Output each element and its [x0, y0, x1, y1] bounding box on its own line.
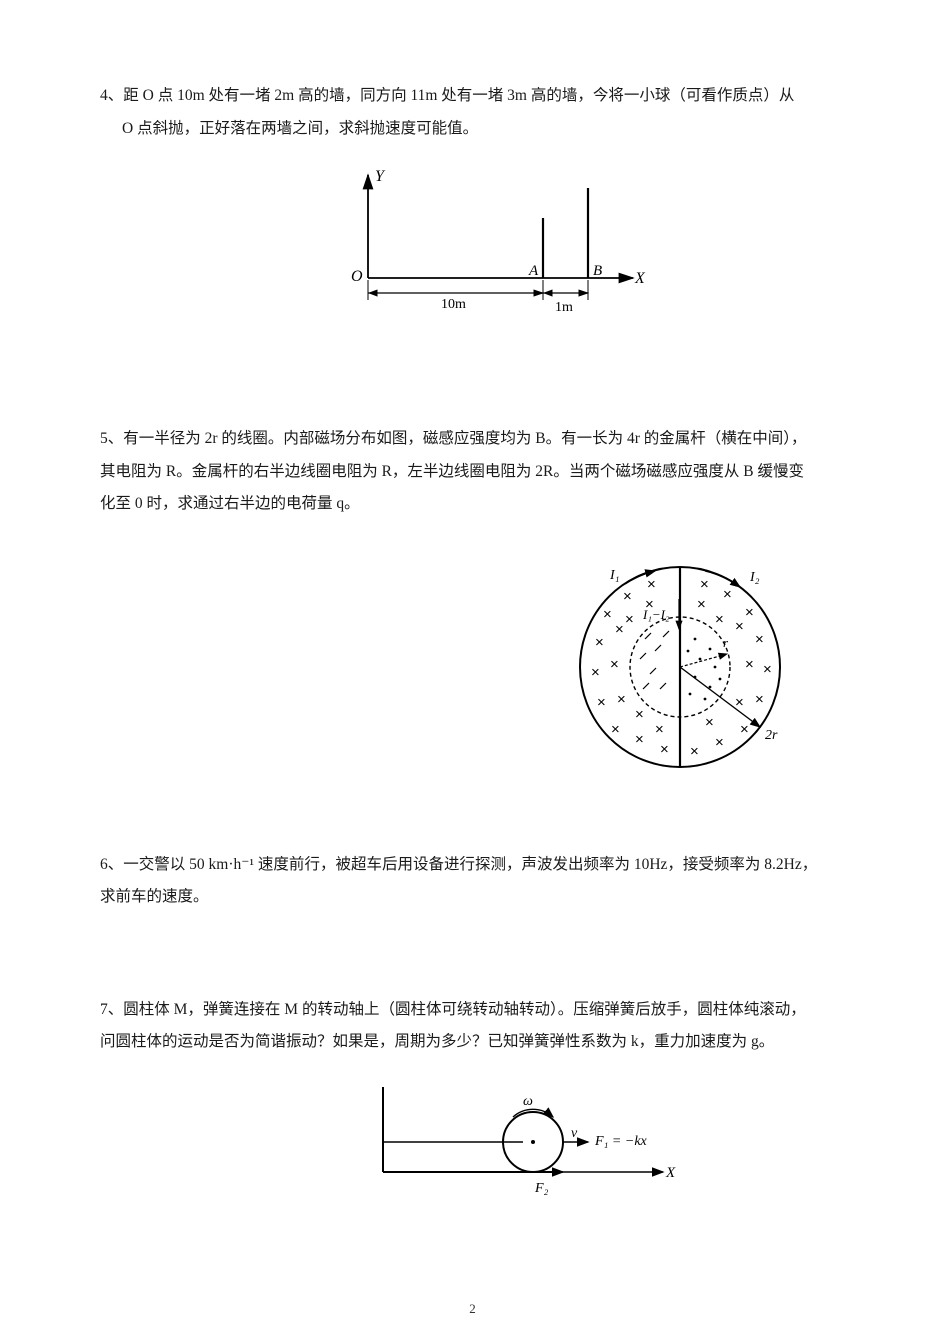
svg-text:×: × [735, 694, 744, 711]
svg-text:×: × [755, 631, 764, 648]
q5-I1-label: I₁ [609, 568, 620, 583]
q4-y-label: Y [375, 168, 386, 185]
svg-text:×: × [705, 714, 714, 731]
svg-text:×: × [715, 611, 724, 628]
q5-line2: 其电阻为 R。金属杆的右半边线圈电阻为 R，左半边线圈电阻为 2R。当两个磁场磁… [100, 456, 865, 489]
svg-text:×: × [763, 661, 772, 678]
svg-text:×: × [755, 691, 764, 708]
q7-figure-wrap: X ω v F₁ = −kx F₂ [100, 1077, 865, 1207]
problem-7-text: 7、圆柱体 M，弹簧连接在 M 的转动轴上（圆柱体可绕转动轴转动）。压缩弹簧后放… [100, 994, 865, 1027]
q4-line1: 距 O 点 10m 处有一堵 2m 高的墙，同方向 11m 处有一堵 3m 高的… [123, 87, 794, 104]
q5-inner-right-field [687, 637, 722, 700]
q7-F1-label: F₁ = −kx [594, 1134, 648, 1149]
q5-figure-wrap: 2r r I₁ I₂ I₁−I₂ ××× ×× ×× ×× [100, 539, 865, 789]
svg-text:×: × [611, 721, 620, 738]
q7-F2-label: F₂ [534, 1181, 549, 1196]
problem-4: 4、距 O 点 10m 处有一堵 2m 高的墙，同方向 11m 处有一堵 3m … [100, 80, 865, 333]
svg-text:×: × [735, 618, 744, 635]
svg-text:×: × [723, 586, 732, 603]
svg-text:×: × [700, 576, 709, 593]
svg-text:×: × [597, 694, 606, 711]
svg-text:×: × [625, 611, 634, 628]
problem-5: 5、有一半径为 2r 的线圈。内部磁场分布如图，磁感应强度均为 B。有一长为 4… [100, 423, 865, 789]
svg-text:×: × [690, 743, 699, 760]
problem-4-text: 4、距 O 点 10m 处有一堵 2m 高的墙，同方向 11m 处有一堵 3m … [100, 80, 865, 113]
q5-line3: 化至 0 时，求通过右半边的电荷量 q。 [100, 488, 865, 521]
svg-text:×: × [655, 721, 664, 738]
svg-text:×: × [623, 588, 632, 605]
problem-5-text: 5、有一半径为 2r 的线圈。内部磁场分布如图，磁感应强度均为 B。有一长为 4… [100, 423, 865, 456]
q4-number: 4、 [100, 87, 123, 104]
q4-origin-label: O [351, 268, 363, 285]
svg-text:×: × [635, 731, 644, 748]
q7-line2: 问圆柱体的运动是否为简谐振动？如果是，周期为多少？已知弹簧弹性系数为 k，重力加… [100, 1026, 865, 1059]
svg-text:×: × [603, 606, 612, 623]
q5-number: 5、 [100, 430, 123, 447]
q5-2r-label: 2r [765, 728, 778, 743]
q6-line1: 一交警以 50 km·h⁻¹ 速度前行，被超车后用设备进行探测，声波发出频率为 … [123, 856, 817, 873]
q4-A-label: A [528, 263, 539, 279]
q7-omega-label: ω [523, 1094, 533, 1109]
svg-text:×: × [595, 634, 604, 651]
svg-text:×: × [740, 721, 749, 738]
problem-6-text: 6、一交警以 50 km·h⁻¹ 速度前行，被超车后用设备进行探测，声波发出频率… [100, 849, 865, 882]
svg-text:×: × [715, 734, 724, 751]
q5-figure: 2r r I₁ I₂ I₁−I₂ ××× ×× ×× ×× [555, 539, 805, 789]
problem-7: 7、圆柱体 M，弹簧连接在 M 的转动轴上（圆柱体可绕转动轴转动）。压缩弹簧后放… [100, 994, 865, 1207]
q7-figure: X ω v F₁ = −kx F₂ [363, 1077, 683, 1207]
q4-dim-1m: 1m [555, 300, 573, 315]
q5-I2-label: I₂ [749, 570, 760, 585]
problem-6: 6、一交警以 50 km·h⁻¹ 速度前行，被超车后用设备进行探测，声波发出频率… [100, 849, 865, 914]
q6-number: 6、 [100, 856, 123, 873]
q7-line1: 圆柱体 M，弹簧连接在 M 的转动轴上（圆柱体可绕转动轴转动）。压缩弹簧后放手，… [123, 1001, 805, 1018]
q4-dim-10m: 10m [441, 297, 466, 312]
svg-text:×: × [645, 596, 654, 613]
q5-r-label: r [723, 635, 729, 650]
q7-v-label: v [571, 1126, 578, 1141]
q4-B-label: B [593, 263, 602, 279]
svg-text:×: × [745, 656, 754, 673]
svg-text:×: × [610, 656, 619, 673]
q4-figure-wrap: O Y X A B 10m 1m [100, 163, 865, 333]
page: 4、距 O 点 10m 处有一堵 2m 高的墙，同方向 11m 处有一堵 3m … [0, 0, 945, 1337]
svg-text:×: × [635, 706, 644, 723]
svg-text:×: × [591, 664, 600, 681]
svg-text:×: × [617, 691, 626, 708]
q7-number: 7、 [100, 1001, 123, 1018]
svg-text:×: × [660, 741, 669, 758]
svg-text:×: × [647, 576, 656, 593]
q5-line1: 有一半径为 2r 的线圈。内部磁场分布如图，磁感应强度均为 B。有一长为 4r … [123, 430, 806, 447]
svg-text:×: × [745, 604, 754, 621]
q4-figure: O Y X A B 10m 1m [313, 163, 653, 333]
q4-x-label: X [634, 270, 646, 287]
q4-line2: O 点斜抛，正好落在两墙之间，求斜抛速度可能值。 [100, 113, 865, 146]
svg-text:×: × [697, 596, 706, 613]
q6-line2: 求前车的速度。 [100, 881, 865, 914]
svg-text:×: × [615, 621, 624, 638]
q7-X-label: X [665, 1165, 676, 1181]
q5-inner-left-field [640, 631, 669, 689]
page-number: 2 [0, 1301, 945, 1317]
